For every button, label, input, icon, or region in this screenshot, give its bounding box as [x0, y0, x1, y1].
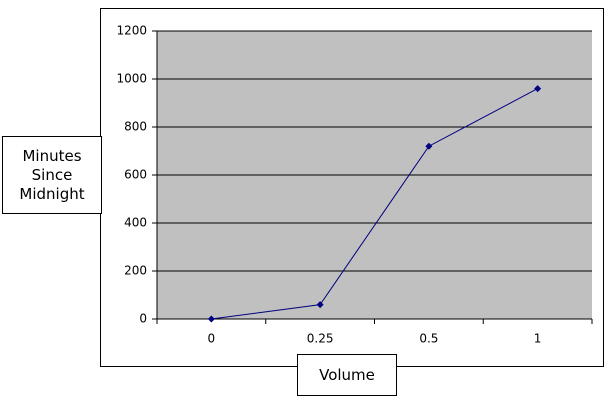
- y-tick-label: 800: [124, 120, 147, 134]
- x-tick-label: 1: [534, 332, 542, 346]
- x-tick-label: 0.25: [307, 332, 334, 346]
- x-axis-label: Volume: [297, 354, 397, 396]
- y-axis-label: Minutes Since Midnight: [2, 136, 102, 214]
- data-point: [316, 301, 324, 309]
- data-point: [534, 85, 542, 93]
- data-point: [425, 142, 433, 150]
- y-tick-label: 200: [124, 264, 147, 278]
- y-tick-label: 1000: [116, 72, 147, 86]
- series-line: [211, 88, 538, 320]
- x-tick-label: 0.5: [419, 332, 438, 346]
- data-point: [207, 315, 215, 323]
- y-tick-label: 400: [124, 216, 147, 230]
- x-tick-label: 0: [208, 332, 216, 346]
- y-tick-label: 1200: [116, 24, 147, 38]
- y-tick-label: 0: [139, 312, 147, 326]
- y-tick-label: 600: [124, 168, 147, 182]
